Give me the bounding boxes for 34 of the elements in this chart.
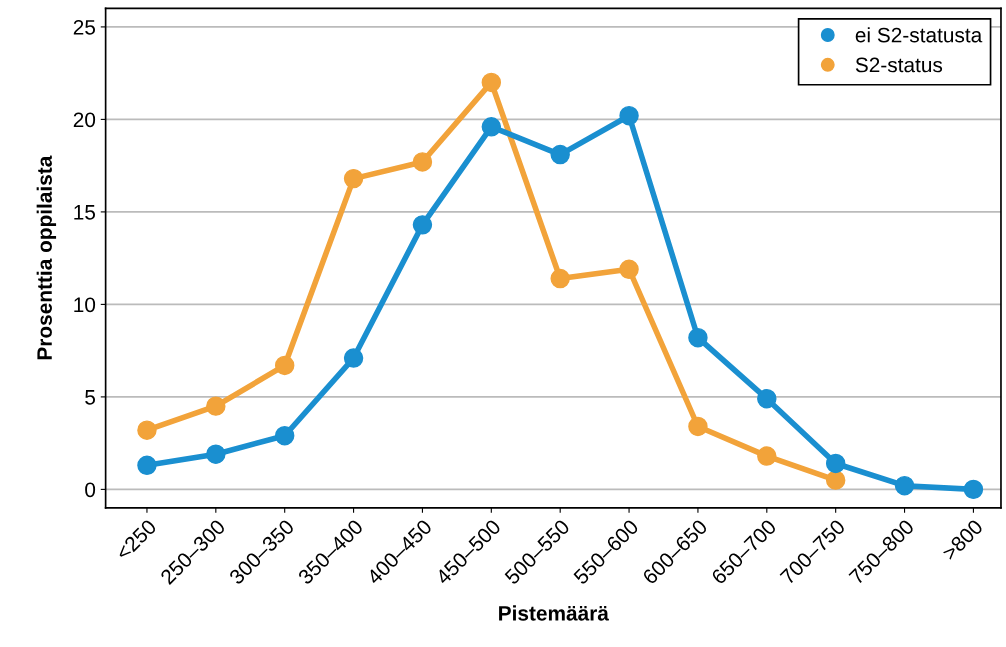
point (619, 105, 639, 126)
y-tick-label: 25 (73, 19, 96, 35)
point (137, 420, 157, 440)
point (894, 475, 915, 496)
point (963, 479, 984, 500)
point (481, 117, 502, 137)
point (206, 396, 226, 416)
point (343, 348, 364, 368)
point (274, 426, 295, 446)
point (825, 453, 846, 474)
point (137, 455, 157, 476)
point (550, 268, 570, 289)
point (619, 259, 639, 279)
point (757, 446, 777, 466)
y-tick-label: 0 (85, 482, 96, 498)
point (343, 168, 364, 189)
point (481, 72, 502, 93)
point (550, 144, 570, 165)
point (825, 470, 846, 490)
y-tick-label: 10 (74, 297, 96, 313)
point (206, 444, 226, 464)
y-axis-title: Prosenttia oppilaista (36, 155, 57, 360)
y-tick-label: 20 (73, 112, 96, 128)
point (688, 327, 708, 348)
point (412, 215, 433, 235)
x-axis-title: Pistemäärä (499, 605, 609, 621)
legend-label: ei S2-statusta (855, 27, 983, 43)
y-tick-label: 5 (85, 390, 96, 405)
point (412, 152, 433, 172)
point (274, 355, 295, 376)
y-tick-label: 15 (74, 205, 96, 220)
point (757, 389, 777, 409)
legend-label: S2-status (855, 57, 943, 73)
point (688, 416, 708, 437)
